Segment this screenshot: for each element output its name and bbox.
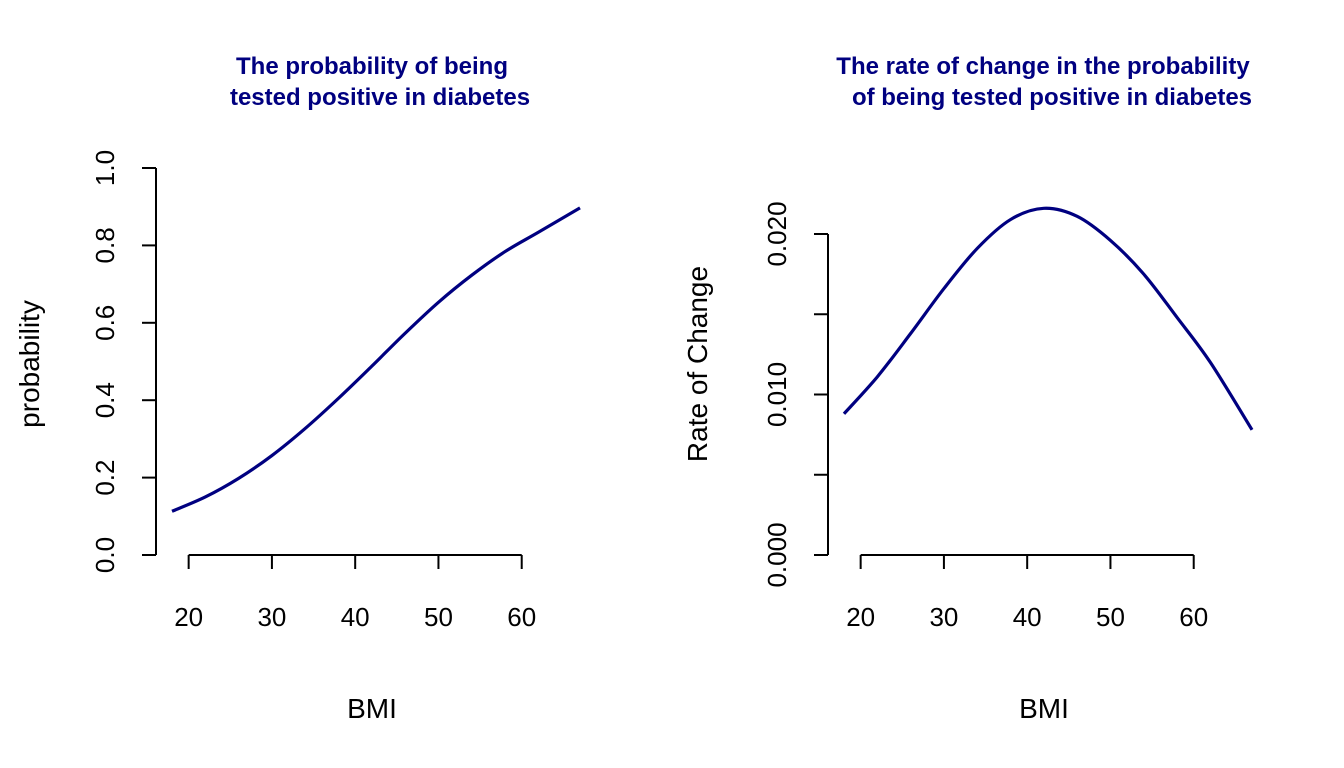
probability-title-line-2: tested positive in diabetes <box>230 84 530 111</box>
probability-title-line-1: The probability of being <box>236 53 508 80</box>
probability-y-tick-label: 0.2 <box>90 460 120 496</box>
probability-x-axis-label: BMI <box>347 693 397 724</box>
rate-title-line-1: The rate of change in the probability <box>836 53 1250 80</box>
probability-y-tick-label: 0.6 <box>90 305 120 341</box>
rate-x-axis-label: BMI <box>1019 693 1069 724</box>
rate-y-tick-label: 0.000 <box>762 522 792 587</box>
rate-y-axis-label: Rate of Change <box>682 266 713 462</box>
probability-y-tick-label: 0.4 <box>90 382 120 418</box>
probability-axes: 20 30 40 50 60 0.0 0.2 0.4 0.6 0.8 1.0 <box>90 150 536 632</box>
rate-y-tick-label: 0.020 <box>762 201 792 266</box>
rate-x-tick-label: 20 <box>846 602 875 632</box>
rate-axes: 20 30 40 50 60 0.000 0.010 0.020 <box>762 201 1208 632</box>
rate-title-line-2: of being tested positive in diabetes <box>852 84 1252 111</box>
probability-y-axis-label: probability <box>14 300 45 428</box>
rate-of-change-curve <box>842 206 1254 431</box>
probability-x-tick-label: 50 <box>424 602 453 632</box>
probability-x-tick-label: 20 <box>174 602 203 632</box>
rate-x-tick-label: 60 <box>1179 602 1208 632</box>
probability-x-tick-label: 30 <box>257 602 286 632</box>
probability-panel: The probability of being tested positive… <box>14 53 581 724</box>
probability-y-tick-label: 0.0 <box>90 537 120 573</box>
rate-x-tick-label: 40 <box>1013 602 1042 632</box>
rate-of-change-panel: The rate of change in the probability of… <box>682 53 1254 724</box>
probability-y-tick-label: 1.0 <box>90 150 120 186</box>
probability-x-tick-label: 40 <box>341 602 370 632</box>
rate-x-tick-label: 30 <box>929 602 958 632</box>
probability-curve <box>171 206 581 513</box>
probability-x-tick-label: 60 <box>507 602 536 632</box>
probability-y-tick-label: 0.8 <box>90 227 120 263</box>
rate-y-tick-label: 0.010 <box>762 362 792 427</box>
rate-x-tick-label: 50 <box>1096 602 1125 632</box>
